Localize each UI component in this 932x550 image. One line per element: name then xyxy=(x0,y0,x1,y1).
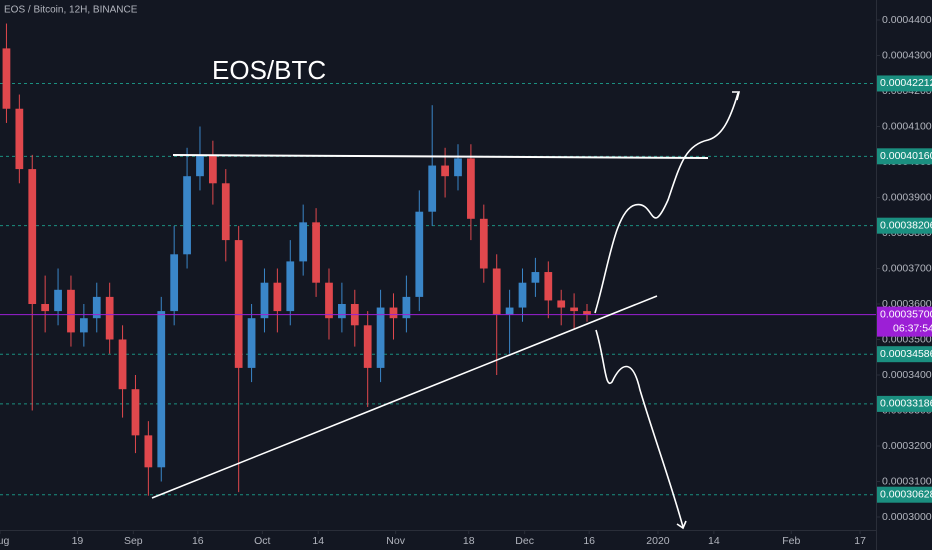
level-label-box xyxy=(877,148,932,165)
candle-body xyxy=(105,296,114,340)
level-label: 0.00042212 xyxy=(880,77,932,89)
candle-body xyxy=(376,307,385,368)
candle-body xyxy=(28,169,37,304)
bearish-arrow-head xyxy=(676,520,687,530)
level-label-box xyxy=(877,75,932,92)
bullish-arrow-head xyxy=(732,91,741,101)
y-tick-label: 0.00039000 xyxy=(882,191,932,203)
x-tick-label: 14 xyxy=(708,535,720,547)
plot-area xyxy=(0,23,876,496)
y-tick-label: 0.00034000 xyxy=(882,369,932,381)
candle-body xyxy=(531,272,540,283)
level-label-box xyxy=(877,486,932,503)
level-label: 0.00040160 xyxy=(880,150,932,162)
y-tick-label: 0.00032000 xyxy=(882,440,932,452)
candle-body xyxy=(325,282,333,319)
x-tick-label: 19 xyxy=(72,535,84,547)
candle-body xyxy=(505,307,514,315)
x-tick-label: Nov xyxy=(386,535,405,547)
last-price-label: 0.00035700 xyxy=(880,308,932,320)
candle-body xyxy=(363,325,372,368)
candle-body xyxy=(467,158,475,219)
candle-body xyxy=(441,165,449,177)
candle-body xyxy=(157,311,166,468)
x-tick-label: 14 xyxy=(312,535,324,547)
candle-body xyxy=(92,296,101,319)
x-tick-label: 16 xyxy=(583,535,595,547)
candle-body xyxy=(415,211,424,297)
countdown: 06:37:54 xyxy=(893,322,932,334)
candle-body xyxy=(144,435,153,468)
y-tick-label: 0.00031000 xyxy=(882,475,932,487)
y-tick-label: 0.00037000 xyxy=(882,262,932,274)
level-label: 0.00038206 xyxy=(880,219,932,231)
candle-body xyxy=(247,318,256,368)
x-tick-label: 17 xyxy=(854,535,866,547)
x-tick-label: Dec xyxy=(515,535,534,547)
candle-body xyxy=(557,300,566,308)
candle-body xyxy=(79,318,88,333)
x-tick-label: Feb xyxy=(782,535,800,547)
candle-body xyxy=(428,165,437,212)
symbol-header: EOS / Bitcoin, 12H, BINANCE xyxy=(4,5,138,16)
level-label: 0.00030628 xyxy=(880,488,932,500)
support-trendline xyxy=(151,295,658,499)
candle-body xyxy=(54,289,62,312)
candle-body xyxy=(544,272,553,301)
candle-body xyxy=(118,339,127,390)
candle-body xyxy=(299,222,308,262)
bullish-arrow xyxy=(594,92,739,314)
candle-body xyxy=(273,282,282,312)
level-label-box xyxy=(877,346,932,363)
candle-body xyxy=(338,303,346,319)
candle-body xyxy=(67,289,75,333)
level-label-box xyxy=(877,395,932,412)
candle-body xyxy=(2,48,11,109)
candle-body xyxy=(583,311,591,315)
candle-body xyxy=(183,176,191,255)
candle-body xyxy=(312,222,320,283)
candle-body xyxy=(518,282,527,308)
candle-body xyxy=(260,282,269,319)
y-tick-label: 0.00043000 xyxy=(882,49,932,61)
candle-body xyxy=(131,389,140,436)
candle-body xyxy=(402,296,411,319)
x-tick-label: Aug xyxy=(0,535,9,547)
candle-body xyxy=(479,218,488,269)
candle-body xyxy=(454,158,462,177)
candle-body xyxy=(389,307,398,319)
bearish-arrow xyxy=(595,329,684,528)
x-tick-label: 18 xyxy=(463,535,475,547)
candle-body xyxy=(41,303,50,312)
y-tick-label: 0.00030000 xyxy=(882,511,932,523)
candle-body xyxy=(570,307,578,312)
x-tick-label: 16 xyxy=(192,535,204,547)
resistance-line xyxy=(172,154,709,159)
level-label: 0.00033186 xyxy=(880,398,932,410)
level-label-box xyxy=(877,217,932,234)
candle-body xyxy=(196,154,204,177)
x-tick-label: Sep xyxy=(124,535,143,547)
last-price-box xyxy=(877,306,932,337)
drawings xyxy=(151,91,741,530)
x-tick-label: Oct xyxy=(254,535,270,547)
x-tick-label: 2020 xyxy=(646,535,670,547)
candle-body xyxy=(221,183,230,241)
candle-body xyxy=(170,254,179,312)
level-label: 0.00034586 xyxy=(880,348,932,360)
y-tick-label: 0.00044000 xyxy=(882,14,932,26)
candle-body xyxy=(286,261,295,312)
candle-body xyxy=(209,154,217,184)
y-tick-label: 0.00041000 xyxy=(882,120,932,132)
candle-body xyxy=(15,108,24,170)
candle-body xyxy=(492,268,501,315)
candle-body xyxy=(234,240,243,368)
chart-title: EOS/BTC xyxy=(212,55,326,85)
